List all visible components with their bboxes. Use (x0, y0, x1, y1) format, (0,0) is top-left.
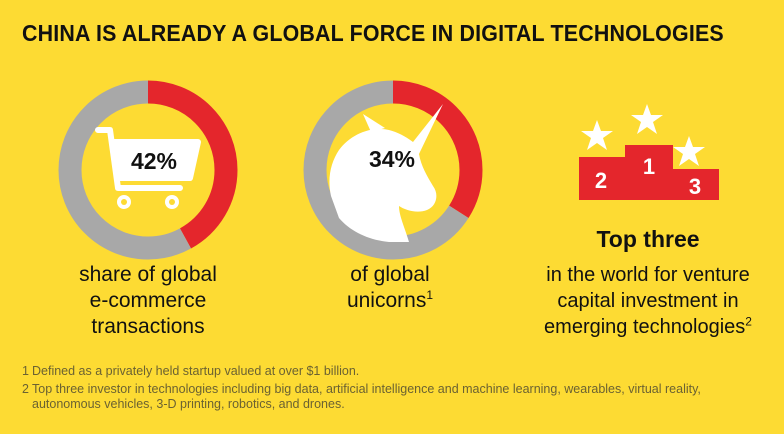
podium-blocks (579, 145, 719, 200)
top-three-line-2: capital investment in (557, 290, 739, 312)
ecommerce-caption-line-3: transactions (91, 315, 205, 338)
top-three-line-1: in the world for venture (546, 264, 750, 286)
podium-first-label: 1 (643, 154, 655, 179)
ecommerce-donut-slices (58, 80, 238, 260)
top-three-caption: in the world for venture capital investm… (527, 262, 769, 340)
ecommerce-caption-line-1: share of global (79, 263, 217, 286)
unicorns-donut-chart: 34% (303, 80, 483, 260)
page-title: CHINA IS ALREADY A GLOBAL FORCE IN DIGIT… (22, 20, 724, 46)
footnote-2: 2 Top three investor in technologies inc… (22, 382, 772, 412)
unicorns-percent-label: 34% (369, 146, 415, 172)
unicorns-caption-line-1: of global (350, 263, 430, 286)
ecommerce-slice-rest-of-world (58, 80, 238, 260)
top-three-line-3-text: emerging technologies (544, 316, 746, 338)
star-icons (581, 104, 705, 166)
unicorns-slice-rest-of-world (303, 80, 483, 260)
podium-third-block (671, 169, 719, 200)
unicorns-donut-slices (303, 80, 483, 260)
ecommerce-percent-label: 42% (131, 148, 177, 174)
podium-stars-icon: 2 1 3 (579, 104, 719, 200)
unicorns-footnote-marker: 1 (426, 288, 434, 302)
top-three-line-3: emerging technologies2 (527, 314, 769, 340)
top-three-footnote-marker: 2 (745, 314, 752, 329)
unicorns-caption-line-2-text: unicorns (346, 289, 427, 312)
ecommerce-caption: share of global e-commerce transactions (38, 262, 258, 340)
top-three-heading: Top three (596, 226, 700, 252)
ecommerce-donut-chart: 42% (58, 80, 238, 260)
podium-first-block (625, 145, 673, 200)
shopping-cart-icon (95, 127, 201, 209)
footnote-2-number: 2 (22, 382, 29, 396)
footnote-1: 1 Defined as a privately held startup va… (22, 364, 772, 379)
podium-third-label: 3 (689, 174, 701, 199)
star-left-icon (581, 120, 613, 150)
star-right-icon (673, 136, 705, 166)
footnote-1-number: 1 (22, 364, 29, 378)
unicorns-caption: of global unicorns1 (290, 262, 490, 314)
ecommerce-caption-line-2: e-commerce (89, 289, 207, 312)
footnotes: 1 Defined as a privately held startup va… (22, 364, 772, 412)
unicorn-icon (329, 104, 443, 242)
star-center-icon (631, 104, 663, 134)
podium-second-block (579, 157, 627, 200)
footnote-1-text: Defined as a privately held startup valu… (32, 364, 360, 378)
podium-second-label: 2 (595, 168, 607, 193)
unicorns-caption-line-2: unicorns1 (290, 288, 490, 314)
footnote-2-text: Top three investor in technologies inclu… (32, 382, 701, 411)
